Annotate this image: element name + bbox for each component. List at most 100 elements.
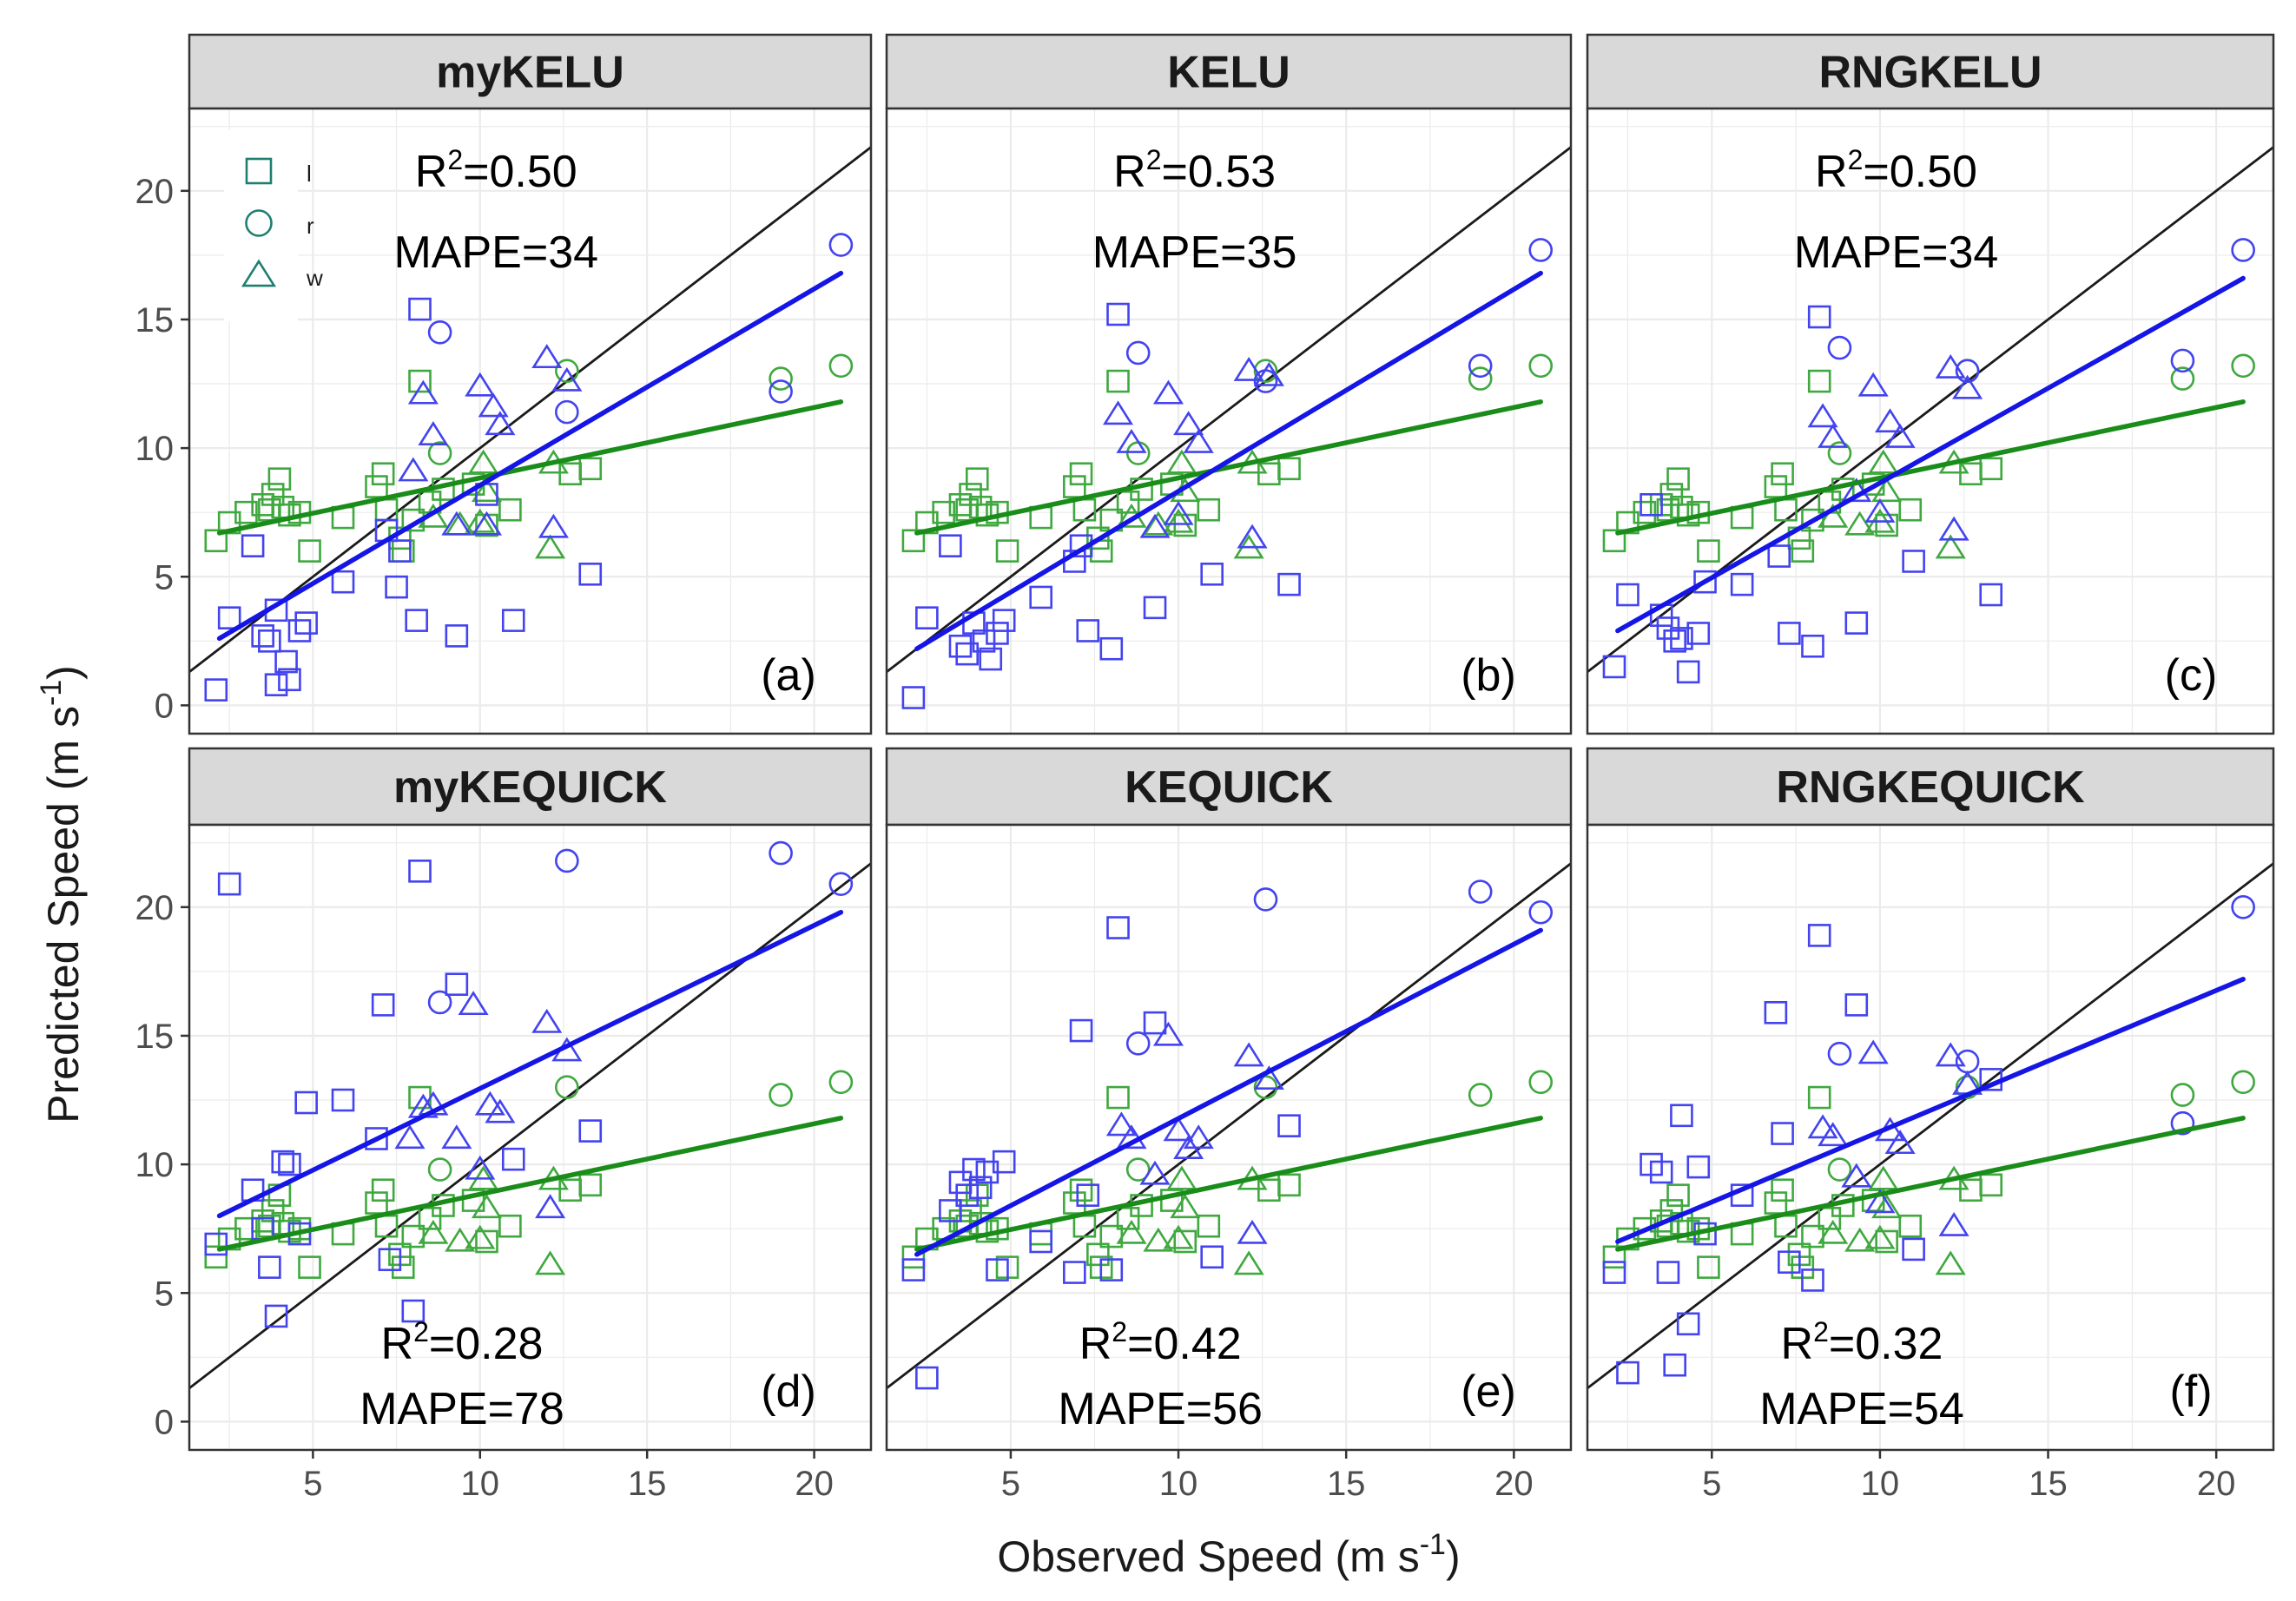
blue-point-w <box>1253 361 1284 386</box>
mape-label: MAPE=34 <box>393 227 598 278</box>
green-point-r <box>828 353 854 379</box>
r-squared-value: =0.53 <box>1161 147 1276 197</box>
blue-point-w <box>465 1155 496 1180</box>
blue-point-l <box>986 1258 1009 1281</box>
blue-point-l <box>401 1299 426 1323</box>
blue-point-w <box>1952 374 1983 399</box>
green-point-l <box>204 529 228 553</box>
blue-point-r <box>1125 1031 1151 1056</box>
green-point-w <box>1844 511 1876 536</box>
plot-area <box>887 146 1571 709</box>
x-tick-label: 10 <box>1159 1465 1198 1503</box>
green-point-l <box>371 462 395 486</box>
green-point-r <box>1528 353 1554 379</box>
y-tick-label: 20 <box>135 173 175 211</box>
green-point-l <box>234 500 258 524</box>
legend-key-square <box>245 157 273 185</box>
green-point-l <box>1764 475 1788 498</box>
y-tick-label: 10 <box>135 430 175 468</box>
green-point-w <box>418 1219 449 1244</box>
green-point-r <box>555 1075 579 1100</box>
blue-point-w <box>1233 1042 1264 1067</box>
green-point-l <box>1086 526 1110 550</box>
facet-title: RNGKEQUICK <box>1776 762 2085 813</box>
r-squared-superscript: 2 <box>413 1316 429 1347</box>
blue-point-w <box>1102 400 1134 425</box>
blue-point-w <box>1139 513 1171 538</box>
blue-point-l <box>1099 1258 1124 1281</box>
green-point-l <box>371 1178 395 1202</box>
x-tick-label: 5 <box>303 1465 322 1503</box>
blue-point-r <box>427 990 452 1015</box>
blue-point-l <box>1277 572 1301 596</box>
blue-point-l <box>578 1119 603 1143</box>
blue-point-w <box>465 372 496 397</box>
blue-fit-line <box>914 927 1543 1257</box>
blue-point-l <box>1143 1011 1167 1035</box>
blue-point-l <box>939 534 962 558</box>
green-point-l <box>267 467 292 491</box>
blue-point-w <box>1864 1189 1896 1214</box>
panel-border <box>1586 107 2275 735</box>
blue-fit-line <box>216 909 844 1219</box>
green-point-w <box>1871 1194 1903 1219</box>
r-squared-label: R2=0.50 <box>415 144 577 197</box>
blue-point-l <box>331 570 355 594</box>
green-point-l <box>1875 1229 1898 1254</box>
blue-point-l <box>1602 1261 1626 1284</box>
blue-point-w <box>441 1124 472 1150</box>
blue-point-l <box>204 1232 228 1256</box>
blue-point-l <box>1616 1361 1640 1385</box>
green-point-r <box>1253 1075 1278 1100</box>
green-point-r <box>1253 359 1278 384</box>
blue-point-l <box>915 1366 939 1390</box>
grid <box>887 825 1571 1450</box>
blue-point-w <box>1139 1160 1171 1185</box>
r-squared-value: =0.32 <box>1829 1319 1943 1369</box>
r-squared-label: R2=0.32 <box>1781 1316 1943 1369</box>
blue-point-l <box>287 619 312 642</box>
blue-point-l <box>1656 1261 1680 1284</box>
green-point-w <box>535 1250 566 1275</box>
blue-point-w <box>1163 500 1194 525</box>
blue-point-r <box>555 848 579 873</box>
blue-point-l <box>1764 1000 1788 1025</box>
blue-point-l <box>1801 634 1824 658</box>
green-point-w <box>1844 1227 1876 1252</box>
blue-point-l <box>1676 660 1700 684</box>
y-tick-label: 20 <box>135 889 175 927</box>
panel-tag: (e) <box>1461 1367 1516 1417</box>
blue-point-l <box>1686 1155 1711 1179</box>
blue-point-l <box>1277 1114 1301 1137</box>
green-point-l <box>1633 500 1657 524</box>
blue-point-l <box>1200 562 1224 586</box>
green-point-l <box>1764 1191 1788 1215</box>
blue-fit-line <box>914 270 1543 651</box>
green-point-l <box>1106 1085 1130 1110</box>
green-point-l <box>901 529 926 553</box>
r-squared-symbol: R <box>1781 1319 1814 1369</box>
blue-point-r <box>427 320 452 345</box>
panel-tag: (c) <box>2165 650 2218 701</box>
blue-point-l <box>251 624 274 648</box>
green-point-l <box>1875 513 1898 537</box>
green-point-l <box>1063 475 1086 498</box>
blue-point-l <box>365 1127 388 1150</box>
green-point-w <box>465 1224 496 1249</box>
blue-point-w <box>1884 424 1916 448</box>
panel-mykequick: myKEQUICK R2=0.28 MAPE=78 (d) <box>188 747 873 1452</box>
blue-point-r <box>1528 238 1554 262</box>
blue-point-l <box>408 297 432 321</box>
green-point-l <box>1069 462 1093 486</box>
blue-point-w <box>1938 1211 1969 1236</box>
blue-point-l <box>1670 1104 1693 1128</box>
green-point-w <box>1116 1219 1147 1244</box>
legend-key-circle <box>245 209 273 237</box>
blue-point-l <box>1099 636 1124 661</box>
green-point-r <box>555 359 579 384</box>
green-fit-line <box>914 1116 1543 1252</box>
plot-area <box>1587 862 2273 1390</box>
legend-label: l <box>307 161 312 187</box>
mape-label: MAPE=35 <box>1092 227 1297 278</box>
blue-point-w <box>418 1090 449 1116</box>
